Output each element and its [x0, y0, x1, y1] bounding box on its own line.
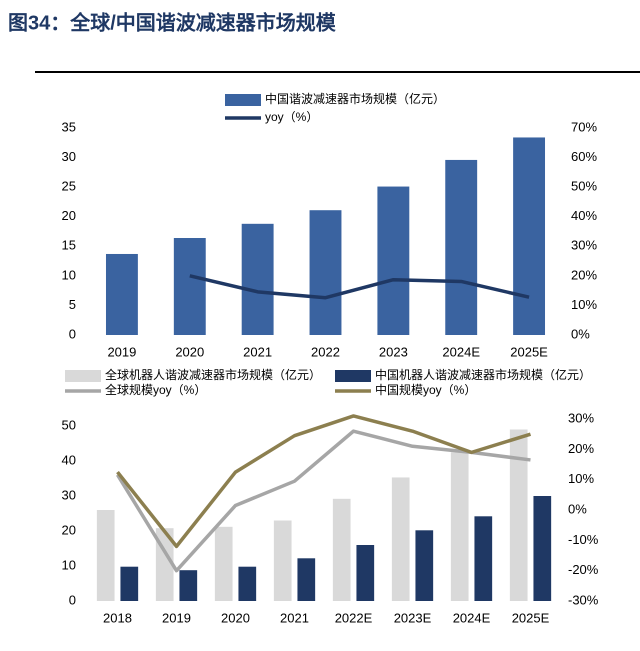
y2-tick-label: 20% — [568, 441, 594, 456]
line — [189, 274, 530, 300]
y-tick-label: 5 — [69, 297, 76, 312]
y2-tick-label: 20% — [571, 267, 597, 282]
x-tick-label: 2020 — [221, 610, 250, 625]
bar — [120, 566, 139, 601]
y2-tick-label: 0% — [571, 326, 590, 341]
y-tick-label: 30 — [62, 149, 76, 164]
bar — [214, 526, 233, 601]
y2-tick-label: 10% — [571, 297, 597, 312]
y-tick-label: 30 — [62, 487, 76, 502]
bar — [173, 238, 206, 335]
x-tick-label: 2022E — [335, 610, 373, 625]
x-tick-label: 2022 — [311, 344, 340, 359]
y-tick-label: 15 — [62, 238, 76, 253]
line — [116, 414, 532, 549]
y2-tick-label: -20% — [568, 562, 599, 577]
bar — [309, 210, 342, 335]
legend-label: 全球机器人谐波减速器市场规模（亿元） — [105, 367, 321, 382]
bar — [415, 530, 434, 601]
bar — [377, 186, 410, 335]
legend-swatch — [65, 370, 101, 382]
y-tick-label: 10 — [62, 267, 76, 282]
bar — [533, 496, 552, 601]
x-tick-label: 2021 — [243, 344, 272, 359]
y-tick-label: 10 — [62, 557, 76, 572]
bar — [241, 223, 274, 335]
bar — [445, 159, 478, 335]
x-tick-label: 2020 — [175, 344, 204, 359]
x-tick-label: 2024E — [442, 344, 480, 359]
bar — [509, 429, 528, 601]
legend-swatch — [225, 94, 261, 106]
y2-tick-label: 10% — [568, 471, 594, 486]
bar — [332, 498, 351, 601]
y-tick-label: 0 — [69, 592, 76, 607]
bar — [356, 545, 375, 601]
x-tick-label: 2023E — [394, 610, 432, 625]
y2-tick-label: 30% — [571, 238, 597, 253]
bar — [513, 137, 546, 335]
x-tick-label: 2025E — [512, 610, 550, 625]
bar — [273, 520, 292, 601]
legend-label: 中国机器人谐波减速器市场规模（亿元） — [375, 367, 591, 382]
bar — [238, 566, 257, 601]
bar — [391, 477, 410, 601]
bar — [474, 516, 493, 601]
y2-tick-label: 70% — [571, 119, 597, 134]
y-tick-label: 35 — [62, 119, 76, 134]
y2-tick-label: 60% — [571, 149, 597, 164]
x-tick-label: 2021 — [280, 610, 309, 625]
legend-label: 中国规模yoy（%） — [375, 382, 476, 397]
y2-tick-label: 0% — [568, 501, 587, 516]
bar — [297, 558, 316, 601]
x-tick-label: 2019 — [162, 610, 191, 625]
y-tick-label: 40 — [62, 452, 76, 467]
y-tick-label: 50 — [62, 417, 76, 432]
y-tick-label: 0 — [69, 326, 76, 341]
figure-title: 图34：全球/中国谐波减速器市场规模 — [8, 10, 337, 34]
x-tick-label: 2023 — [379, 344, 408, 359]
x-tick-label: 2024E — [453, 610, 491, 625]
x-tick-label: 2019 — [107, 344, 136, 359]
legend-swatch — [335, 370, 371, 382]
y-tick-label: 20 — [62, 208, 76, 223]
legend-label: 中国谐波减速器市场规模（亿元） — [265, 91, 445, 106]
y2-tick-label: 40% — [571, 208, 597, 223]
y2-tick-label: 30% — [568, 410, 594, 425]
x-tick-label: 2025E — [510, 344, 548, 359]
line — [116, 429, 531, 573]
y2-tick-label: 50% — [571, 179, 597, 194]
legend-label: yoy（%） — [265, 110, 318, 124]
legend-label: 全球规模yoy（%） — [105, 382, 206, 397]
bar — [179, 570, 198, 601]
x-tick-label: 2018 — [103, 610, 132, 625]
y2-tick-label: -10% — [568, 532, 599, 547]
y-tick-label: 20 — [62, 522, 76, 537]
bar — [450, 452, 469, 601]
bar — [96, 510, 115, 601]
bar — [105, 253, 138, 335]
y2-tick-label: -30% — [568, 592, 599, 607]
y-tick-label: 25 — [62, 179, 76, 194]
